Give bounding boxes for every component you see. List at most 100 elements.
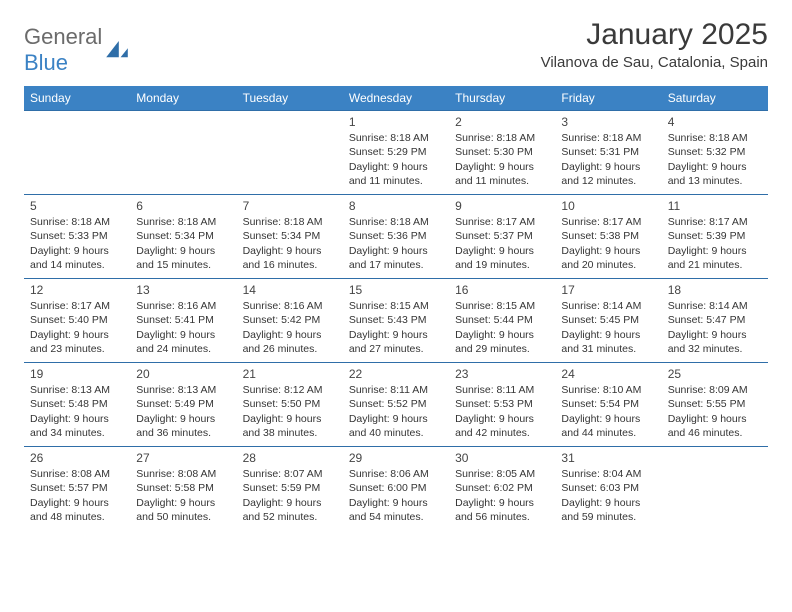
calendar-cell: 18Sunrise: 8:14 AMSunset: 5:47 PMDayligh… <box>662 279 768 363</box>
day-number: 28 <box>243 450 337 466</box>
calendar-cell: 16Sunrise: 8:15 AMSunset: 5:44 PMDayligh… <box>449 279 555 363</box>
sunrise-text: Sunrise: 8:18 AM <box>561 131 655 145</box>
calendar-cell <box>237 111 343 195</box>
day-number: 3 <box>561 114 655 130</box>
calendar-cell: 12Sunrise: 8:17 AMSunset: 5:40 PMDayligh… <box>24 279 130 363</box>
day2-text: and 42 minutes. <box>455 426 549 440</box>
day1-text: Daylight: 9 hours <box>668 328 762 342</box>
day-number: 30 <box>455 450 549 466</box>
sunrise-text: Sunrise: 8:17 AM <box>561 215 655 229</box>
day2-text: and 48 minutes. <box>30 510 124 524</box>
calendar-cell <box>24 111 130 195</box>
calendar-cell: 28Sunrise: 8:07 AMSunset: 5:59 PMDayligh… <box>237 447 343 531</box>
day1-text: Daylight: 9 hours <box>455 160 549 174</box>
day1-text: Daylight: 9 hours <box>30 328 124 342</box>
sunrise-text: Sunrise: 8:17 AM <box>668 215 762 229</box>
day-number: 7 <box>243 198 337 214</box>
sunset-text: Sunset: 5:54 PM <box>561 397 655 411</box>
calendar-cell: 9Sunrise: 8:17 AMSunset: 5:37 PMDaylight… <box>449 195 555 279</box>
calendar-cell: 22Sunrise: 8:11 AMSunset: 5:52 PMDayligh… <box>343 363 449 447</box>
day-header-saturday: Saturday <box>662 86 768 111</box>
day-header-monday: Monday <box>130 86 236 111</box>
sunset-text: Sunset: 5:38 PM <box>561 229 655 243</box>
day-number: 15 <box>349 282 443 298</box>
day-number: 23 <box>455 366 549 382</box>
calendar-cell: 29Sunrise: 8:06 AMSunset: 6:00 PMDayligh… <box>343 447 449 531</box>
day2-text: and 34 minutes. <box>30 426 124 440</box>
day1-text: Daylight: 9 hours <box>349 412 443 426</box>
calendar-cell: 24Sunrise: 8:10 AMSunset: 5:54 PMDayligh… <box>555 363 661 447</box>
calendar-cell: 6Sunrise: 8:18 AMSunset: 5:34 PMDaylight… <box>130 195 236 279</box>
day2-text: and 36 minutes. <box>136 426 230 440</box>
day2-text: and 32 minutes. <box>668 342 762 356</box>
sunset-text: Sunset: 6:02 PM <box>455 481 549 495</box>
calendar-cell <box>130 111 236 195</box>
day2-text: and 40 minutes. <box>349 426 443 440</box>
calendar-row: 26Sunrise: 8:08 AMSunset: 5:57 PMDayligh… <box>24 447 768 531</box>
sunrise-text: Sunrise: 8:18 AM <box>455 131 549 145</box>
day1-text: Daylight: 9 hours <box>668 412 762 426</box>
sunset-text: Sunset: 5:40 PM <box>30 313 124 327</box>
day-header-sunday: Sunday <box>24 86 130 111</box>
day2-text: and 11 minutes. <box>349 174 443 188</box>
day-number: 24 <box>561 366 655 382</box>
calendar-cell: 26Sunrise: 8:08 AMSunset: 5:57 PMDayligh… <box>24 447 130 531</box>
calendar-table: Sunday Monday Tuesday Wednesday Thursday… <box>24 86 768 531</box>
day-number: 6 <box>136 198 230 214</box>
day-number: 1 <box>349 114 443 130</box>
sunset-text: Sunset: 6:03 PM <box>561 481 655 495</box>
sunrise-text: Sunrise: 8:12 AM <box>243 383 337 397</box>
day2-text: and 13 minutes. <box>668 174 762 188</box>
calendar-cell: 8Sunrise: 8:18 AMSunset: 5:36 PMDaylight… <box>343 195 449 279</box>
sunrise-text: Sunrise: 8:13 AM <box>30 383 124 397</box>
day2-text: and 54 minutes. <box>349 510 443 524</box>
title-block: January 2025 Vilanova de Sau, Catalonia,… <box>541 18 768 71</box>
day1-text: Daylight: 9 hours <box>668 244 762 258</box>
sunset-text: Sunset: 5:43 PM <box>349 313 443 327</box>
sunset-text: Sunset: 5:45 PM <box>561 313 655 327</box>
calendar-cell: 20Sunrise: 8:13 AMSunset: 5:49 PMDayligh… <box>130 363 236 447</box>
day-number: 25 <box>668 366 762 382</box>
sunrise-text: Sunrise: 8:17 AM <box>455 215 549 229</box>
day1-text: Daylight: 9 hours <box>561 412 655 426</box>
day1-text: Daylight: 9 hours <box>668 160 762 174</box>
day2-text: and 59 minutes. <box>561 510 655 524</box>
sunset-text: Sunset: 5:36 PM <box>349 229 443 243</box>
sunset-text: Sunset: 5:48 PM <box>30 397 124 411</box>
day2-text: and 50 minutes. <box>136 510 230 524</box>
day1-text: Daylight: 9 hours <box>30 412 124 426</box>
day1-text: Daylight: 9 hours <box>30 244 124 258</box>
calendar-cell: 14Sunrise: 8:16 AMSunset: 5:42 PMDayligh… <box>237 279 343 363</box>
day1-text: Daylight: 9 hours <box>349 328 443 342</box>
sunrise-text: Sunrise: 8:14 AM <box>561 299 655 313</box>
calendar-cell: 25Sunrise: 8:09 AMSunset: 5:55 PMDayligh… <box>662 363 768 447</box>
day-number: 14 <box>243 282 337 298</box>
sunrise-text: Sunrise: 8:11 AM <box>455 383 549 397</box>
day2-text: and 27 minutes. <box>349 342 443 356</box>
day2-text: and 19 minutes. <box>455 258 549 272</box>
sunset-text: Sunset: 5:33 PM <box>30 229 124 243</box>
day-number: 17 <box>561 282 655 298</box>
day2-text: and 17 minutes. <box>349 258 443 272</box>
day1-text: Daylight: 9 hours <box>349 160 443 174</box>
sunrise-text: Sunrise: 8:15 AM <box>455 299 549 313</box>
day-number: 4 <box>668 114 762 130</box>
sunset-text: Sunset: 5:49 PM <box>136 397 230 411</box>
sunrise-text: Sunrise: 8:05 AM <box>455 467 549 481</box>
day2-text: and 29 minutes. <box>455 342 549 356</box>
sunset-text: Sunset: 5:55 PM <box>668 397 762 411</box>
day-number: 22 <box>349 366 443 382</box>
calendar-cell: 19Sunrise: 8:13 AMSunset: 5:48 PMDayligh… <box>24 363 130 447</box>
day1-text: Daylight: 9 hours <box>349 496 443 510</box>
day2-text: and 31 minutes. <box>561 342 655 356</box>
day-number: 16 <box>455 282 549 298</box>
sunrise-text: Sunrise: 8:06 AM <box>349 467 443 481</box>
sunrise-text: Sunrise: 8:18 AM <box>30 215 124 229</box>
sunrise-text: Sunrise: 8:18 AM <box>349 131 443 145</box>
day1-text: Daylight: 9 hours <box>561 160 655 174</box>
day-header-friday: Friday <box>555 86 661 111</box>
calendar-cell: 15Sunrise: 8:15 AMSunset: 5:43 PMDayligh… <box>343 279 449 363</box>
day1-text: Daylight: 9 hours <box>136 244 230 258</box>
day1-text: Daylight: 9 hours <box>561 496 655 510</box>
day2-text: and 56 minutes. <box>455 510 549 524</box>
